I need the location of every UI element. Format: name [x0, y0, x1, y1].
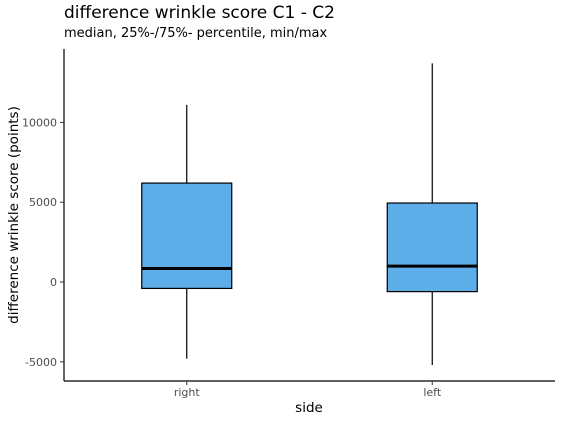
x-tick-label: left	[423, 386, 442, 399]
y-tick-label: 10000	[22, 116, 57, 129]
chart-subtitle: median, 25%-/75%- percentile, min/max	[64, 26, 328, 41]
y-axis-title: difference wrinkle score (points)	[6, 106, 22, 324]
y-tick-label: 0	[50, 276, 57, 289]
y-tick-label: -5000	[25, 356, 57, 369]
box-left	[386, 202, 478, 293]
box-right	[141, 182, 233, 290]
chart-title: difference wrinkle score C1 - C2	[64, 3, 335, 23]
y-tick-label: 5000	[29, 196, 57, 209]
x-tick-label: right	[174, 386, 201, 399]
x-axis-title: side	[295, 400, 323, 416]
